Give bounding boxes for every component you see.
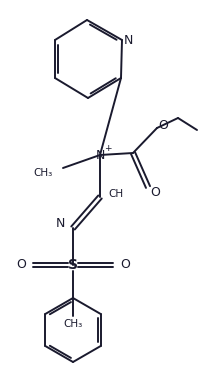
Text: O: O xyxy=(158,119,168,132)
Text: CH: CH xyxy=(108,189,123,199)
Text: CH₃: CH₃ xyxy=(34,168,53,178)
Text: N: N xyxy=(56,216,65,229)
Text: O: O xyxy=(150,186,160,199)
Text: O: O xyxy=(16,258,26,271)
Text: +: + xyxy=(104,144,112,152)
Text: O: O xyxy=(120,258,130,271)
Text: N: N xyxy=(123,33,133,47)
Text: S: S xyxy=(68,258,78,272)
Text: CH₃: CH₃ xyxy=(63,319,83,329)
Text: N: N xyxy=(95,149,105,161)
